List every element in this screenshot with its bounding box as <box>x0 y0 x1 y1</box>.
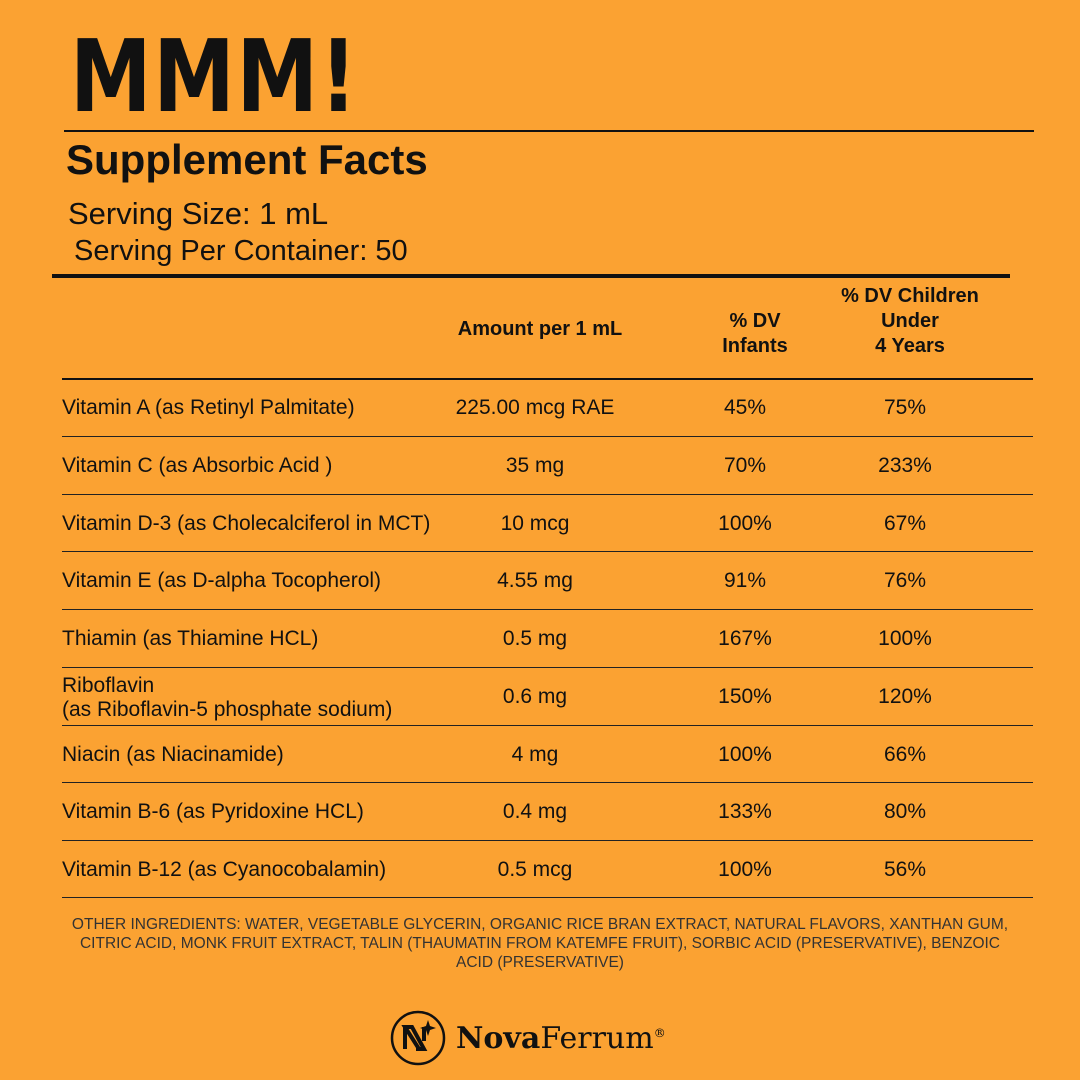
thick-divider <box>52 274 1010 278</box>
dv-infants-value: 100% <box>718 857 772 881</box>
novaferrum-logo: NovaFerrum® <box>390 1010 666 1066</box>
table-row: Vitamin E (as D-alpha Tocopherol) 4.55 mg… <box>62 552 1033 610</box>
nutrient-name-line: Vitamin C (as Absorbic Acid ) <box>62 454 333 477</box>
logo-regular: Ferrum <box>540 1020 654 1056</box>
dv-infants-value: 91% <box>723 569 767 592</box>
dv-children-value: 75% <box>883 396 927 419</box>
header-children: % DV Children Under 4 Years <box>810 284 1010 359</box>
dv-children-value: 67% <box>883 511 927 535</box>
dv-infants-value: 133% <box>718 800 772 823</box>
dv-infants-value: 100% <box>718 511 772 535</box>
dv-infants-value: 45% <box>723 396 767 419</box>
table-row: Niacin (as Niacinamide) 4 mg 100% 66% <box>62 726 1033 783</box>
nutrient-name-line: Vitamin B-12 (as Cyanocobalamin) <box>62 857 387 881</box>
table-row: Vitamin B-6 (as Pyridoxine HCL) 0.4 mg 133… <box>62 783 1033 841</box>
header-children-line: % DV Children <box>841 285 979 307</box>
registered-mark: ® <box>653 1025 666 1040</box>
nutrient-amount-value: 0.5 mcg <box>497 857 573 881</box>
table-row: Vitamin B-12 (as Cyanocobalamin) 0.5 mcg 1… <box>62 841 1033 898</box>
dv-children-value: 233% <box>878 454 932 477</box>
nutrient-amount-value: 4.55 mg <box>497 569 573 592</box>
nutrient-amount-value: 0.4 mg <box>502 800 568 823</box>
nutrient-amount-value: 4 mg <box>511 742 559 766</box>
dv-children-value: 76% <box>883 569 927 592</box>
servings-per-container: Serving Per Container: 50 <box>74 235 408 267</box>
nutrient-name: Riboflavin (as Riboflavin-5 phosphate sod… <box>62 674 392 722</box>
nutrient-name-line: Riboflavin <box>62 674 155 697</box>
dv-infants-value: 100% <box>718 742 772 766</box>
nutrient-amount-value: 35 mg <box>505 454 565 477</box>
table-row: Vitamin C (as Absorbic Acid ) 35 mg 70% 233… <box>62 437 1033 495</box>
dv-children-value: 56% <box>883 857 927 881</box>
table-row: Vitamin A (as Retinyl Palmitate) 225.00 m… <box>62 379 1033 437</box>
novaferrum-star-icon <box>390 1010 446 1066</box>
nutrient-name-line: Vitamin B-6 (as Pyridoxine HCL) <box>62 800 364 823</box>
logo-bold: Nova <box>456 1020 541 1056</box>
nutrient-name: Niacin (as Niacinamide) <box>62 743 284 767</box>
dv-children-value: 120% <box>878 685 932 708</box>
nutrient-name-line: Vitamin D-3 (as Cholecalciferol in MCT) <box>62 511 431 535</box>
nutrient-amount-value: 0.5 mg <box>502 627 568 650</box>
nutrient-amount-value: 10 mcg <box>500 511 570 535</box>
dv-children-value: 66% <box>883 742 927 766</box>
nutrient-name: Vitamin D-3 (as Cholecalciferol in MCT) <box>62 512 430 536</box>
table-row: Riboflavin (as Riboflavin-5 phosphate sod… <box>62 668 1033 726</box>
nutrient-name: Vitamin A (as Retinyl Palmitate) <box>62 396 355 420</box>
page-title: Supplement Facts <box>66 136 428 183</box>
dv-infants-value: 167% <box>718 627 772 650</box>
header-children-line: Under <box>881 310 939 332</box>
header-children-line: 4 Years <box>875 335 945 357</box>
dv-infants-value: 150% <box>718 685 772 708</box>
dv-children-value: 80% <box>883 800 927 823</box>
nutrient-name-line: Niacin (as Niacinamide) <box>62 742 284 766</box>
header-infants: % DV Infants <box>680 309 830 359</box>
nutrient-name-line: Vitamin E (as D-alpha Tocopherol) <box>62 569 382 592</box>
table-row: Thiamin (as Thiamine HCL) 0.5 mg 167% 100% <box>62 610 1033 668</box>
dv-children-value: 100% <box>878 627 932 650</box>
nutrient-name-line: Vitamin A (as Retinyl Palmitate) <box>62 396 355 419</box>
nutrient-name-line: (as Riboflavin-5 phosphate sodium) <box>62 698 393 721</box>
nutrient-name: Thiamin (as Thiamine HCL) <box>62 627 318 651</box>
nutrient-name: Vitamin C (as Absorbic Acid ) <box>62 454 332 478</box>
nutrient-amount-value: 225.00 mcg RAE <box>455 396 615 419</box>
nutrient-amount-value: 0.6 mg <box>502 685 568 708</box>
logo-wordmark: NovaFerrum® <box>456 1021 666 1056</box>
table-row: Vitamin D-3 (as Cholecalciferol in MCT) 1… <box>62 495 1033 552</box>
header-infants-line: % DV <box>729 310 781 332</box>
nutrient-name: Vitamin E (as D-alpha Tocopherol) <box>62 569 381 593</box>
nutrient-name-line: Thiamin (as Thiamine HCL) <box>62 627 319 650</box>
serving-size: Serving Size: 1 mL <box>68 196 329 231</box>
other-ingredients: OTHER INGREDIENTS: WATER, VEGETABLE GLYC… <box>71 916 1009 971</box>
brand-title: MMM! <box>70 18 359 135</box>
nutrient-name: Vitamin B-12 (as Cyanocobalamin) <box>62 858 386 882</box>
dv-infants-value: 70% <box>723 454 767 477</box>
header-divider <box>62 378 1033 380</box>
top-divider <box>64 130 1034 132</box>
header-amount: Amount per 1 mL <box>457 318 623 340</box>
header-infants-line: Infants <box>722 335 788 357</box>
nutrient-name: Vitamin B-6 (as Pyridoxine HCL) <box>62 800 364 824</box>
